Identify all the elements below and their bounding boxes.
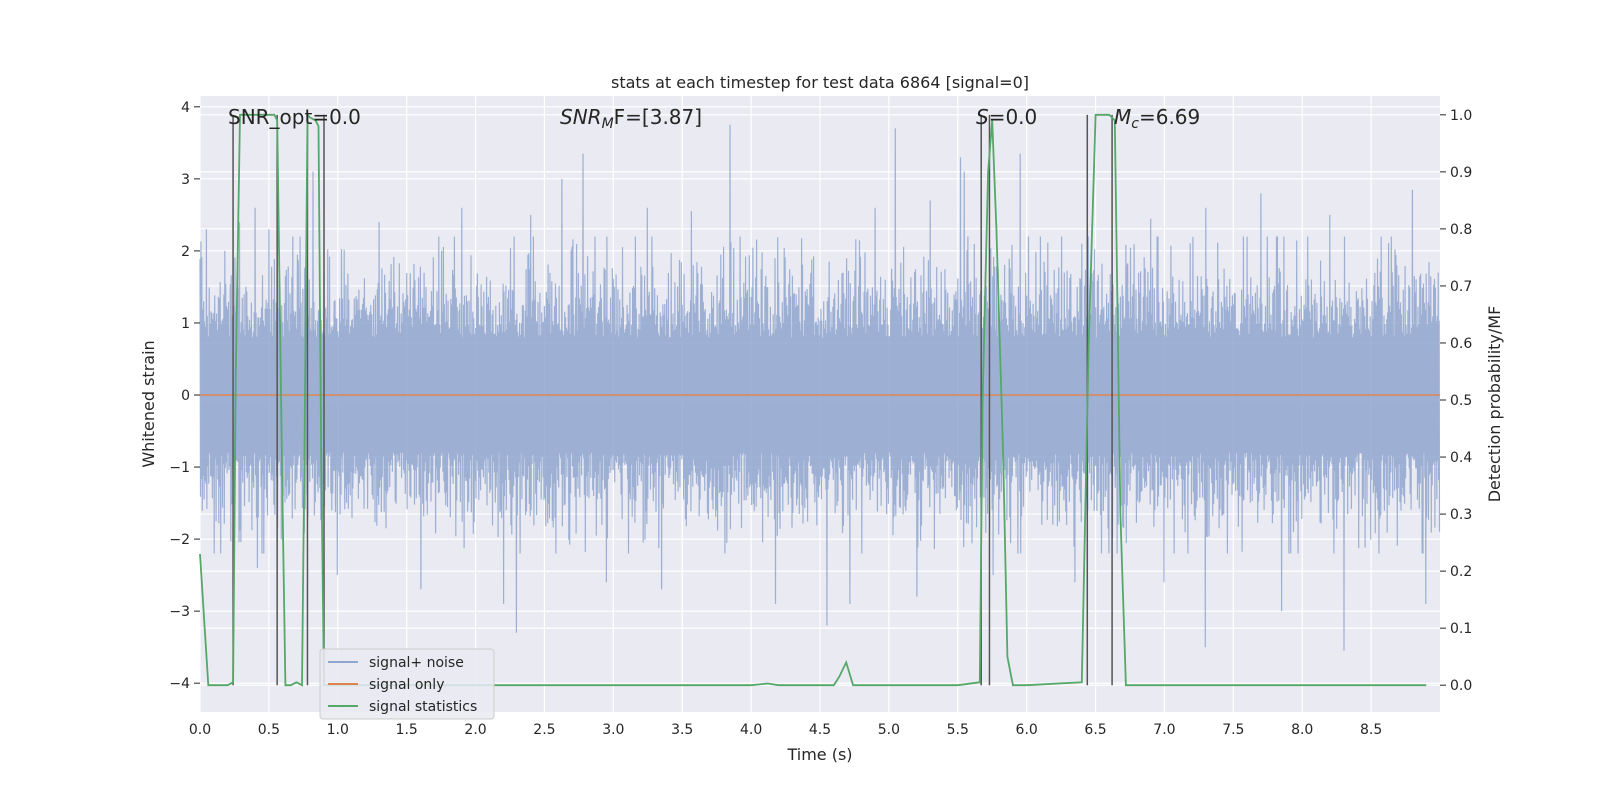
- signal-noise-series: [199, 124, 1441, 651]
- y-left-tick-label: 4: [181, 100, 190, 116]
- legend-label-signal-noise: signal+ noise: [369, 655, 464, 671]
- y-left-tick-label: 2: [181, 244, 190, 260]
- x-tick-label: 5.0: [878, 722, 900, 738]
- x-tick-label: 4.0: [740, 722, 762, 738]
- annotation-s: S=0.0: [976, 105, 1037, 129]
- annotation-mc-sub: c: [1131, 116, 1139, 132]
- y-right-tick-label: 0.3: [1450, 507, 1472, 523]
- y-right-tick-label: 0.8: [1450, 222, 1472, 238]
- x-axis-ticks: 0.0 0.5 1.0 1.5 2.0 2.5 3.0 3.5 4.0 4.5 5.0 5.5 6.0 6…: [189, 722, 1382, 738]
- x-tick-label: 4.5: [809, 722, 831, 738]
- y-right-tick-label: 0.5: [1450, 393, 1472, 409]
- annotation-mc-base: M: [1114, 105, 1131, 129]
- x-tick-label: 1.5: [396, 722, 418, 738]
- y-left-tick-label: −4: [169, 676, 190, 692]
- annotation-mc-rest: =6.69: [1139, 105, 1200, 129]
- x-tick-label: 6.5: [1084, 722, 1106, 738]
- x-tick-label: 7.5: [1222, 722, 1244, 738]
- y-left-tick-label: −3: [169, 604, 190, 620]
- x-tick-label: 3.5: [671, 722, 693, 738]
- annotation-mc: Mc=6.69: [1114, 105, 1200, 132]
- x-tick-label: 0.5: [258, 722, 280, 738]
- x-tick-label: 7.0: [1153, 722, 1175, 738]
- x-tick-label: 5.5: [947, 722, 969, 738]
- legend-label-signal-statistics: signal statistics: [369, 699, 477, 715]
- annotation-snr-mf-rest: F=[3.87]: [614, 105, 702, 129]
- y-left-tick-label: −1: [169, 460, 190, 476]
- x-tick-label: 2.5: [533, 722, 555, 738]
- legend-box: [319, 648, 495, 720]
- y-right-axis-ticks: 0.0 0.1 0.2 0.3 0.4 0.5 0.6 0.7 0.8 0.9 1.0: [1440, 108, 1472, 694]
- signal-statistics-series: [199, 112, 1427, 687]
- annotation-snr-mf-base: SNR: [560, 105, 602, 129]
- x-axis-label: Time (s): [786, 745, 852, 764]
- x-tick-label: 6.0: [1016, 722, 1038, 738]
- y-right-tick-label: 0.0: [1450, 678, 1472, 694]
- annotation-snr-mf-sub: M: [602, 116, 614, 132]
- legend: signal+ noise signal only signal statist…: [319, 648, 495, 720]
- y-right-tick-label: 0.6: [1450, 336, 1472, 352]
- y-left-tick-label: 0: [181, 388, 190, 404]
- y-right-tick-label: 0.9: [1450, 165, 1472, 181]
- x-tick-label: 3.0: [602, 722, 624, 738]
- y-right-tick-label: 1.0: [1450, 108, 1472, 124]
- signal-noise-line: [199, 124, 1441, 651]
- y-left-axis-label: Whitened strain: [139, 340, 158, 467]
- annotation-snr-mf: SNRMF=[3.87]: [560, 105, 702, 132]
- annotation-snr-opt: SNR_opt=0.0: [228, 105, 361, 129]
- annotation-s-var: S: [976, 105, 989, 129]
- y-right-tick-label: 0.1: [1450, 621, 1472, 637]
- chart-title: stats at each timestep for test data 686…: [611, 73, 1029, 92]
- y-left-tick-label: 3: [181, 172, 190, 188]
- x-tick-label: 2.0: [464, 722, 486, 738]
- legend-label-signal-only: signal only: [369, 677, 444, 693]
- x-tick-label: 1.0: [327, 722, 349, 738]
- signal-statistics-line: [199, 112, 1427, 687]
- y-right-tick-label: 0.7: [1450, 279, 1472, 295]
- y-left-tick-label: 1: [181, 316, 190, 332]
- y-right-tick-label: 0.2: [1450, 564, 1472, 580]
- x-tick-label: 8.5: [1360, 722, 1382, 738]
- x-tick-label: 8.0: [1291, 722, 1313, 738]
- y-left-tick-label: −2: [169, 532, 190, 548]
- y-left-axis-ticks: −4 −3 −2 −1 0 1 2 3 4: [169, 100, 200, 692]
- annotation-s-rest: =0.0: [989, 105, 1038, 129]
- y-right-tick-label: 0.4: [1450, 450, 1472, 466]
- y-right-axis-label: Detection probability/MF: [1485, 306, 1504, 503]
- x-tick-label: 0.0: [189, 722, 211, 738]
